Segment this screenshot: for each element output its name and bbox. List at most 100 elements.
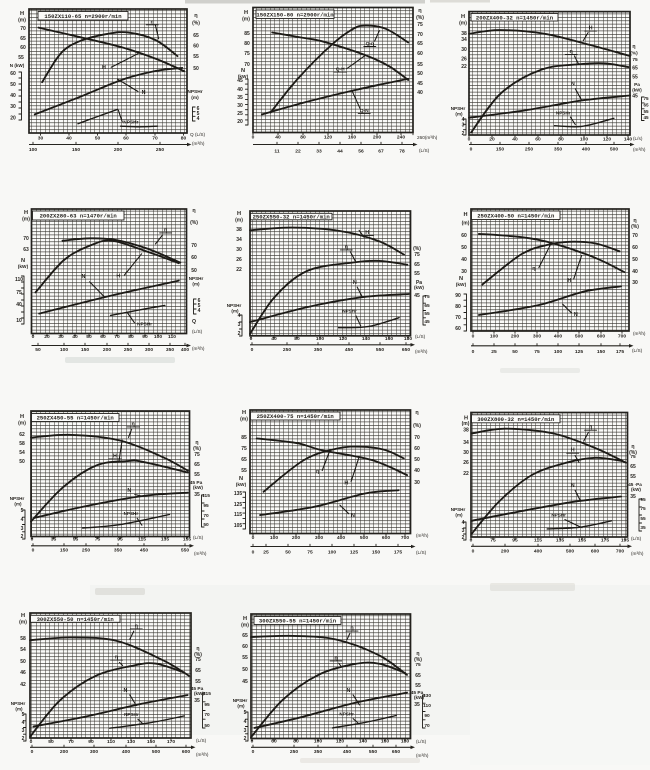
svg-text:30: 30 [461, 269, 467, 275]
svg-text:η: η [418, 8, 422, 14]
svg-text:2: 2 [21, 534, 24, 540]
svg-text:(m): (m) [231, 309, 239, 314]
svg-text:135: 135 [234, 491, 243, 497]
svg-text:78: 78 [399, 149, 405, 155]
svg-text:80: 80 [300, 135, 306, 141]
svg-text:4: 4 [198, 308, 201, 314]
svg-text:150: 150 [60, 548, 68, 554]
svg-text:100: 100 [60, 347, 68, 353]
svg-text:30: 30 [38, 136, 44, 142]
svg-text:35: 35 [640, 525, 646, 531]
svg-text:(m): (m) [192, 282, 200, 287]
svg-text:60: 60 [10, 71, 16, 77]
svg-text:45: 45 [414, 293, 420, 299]
svg-text:(m³/h): (m³/h) [415, 349, 428, 354]
svg-text:30: 30 [58, 334, 64, 340]
svg-text:30: 30 [414, 480, 420, 486]
svg-text:115: 115 [138, 536, 146, 542]
svg-text:115: 115 [534, 538, 542, 544]
svg-text:NPSHr: NPSHr [10, 496, 25, 501]
svg-text:(kW): (kW) [456, 282, 467, 288]
svg-text:200: 200 [114, 147, 122, 153]
svg-text:H: H [242, 410, 246, 416]
svg-text:200ZX280-63 n=1470r/min: 200ZX280-63 n=1470r/min [40, 213, 118, 220]
svg-text:75: 75 [16, 290, 22, 296]
svg-text:N: N [459, 276, 463, 282]
svg-text:45 Pa: 45 Pa [190, 480, 203, 486]
svg-text:75: 75 [417, 22, 423, 28]
svg-text:N (kW): N (kW) [10, 63, 25, 68]
svg-text:400: 400 [534, 549, 542, 555]
svg-text:100: 100 [270, 535, 278, 541]
svg-text:150: 150 [72, 147, 80, 153]
svg-text:50: 50 [285, 550, 291, 556]
svg-text:(m): (m) [240, 417, 248, 423]
svg-text:54: 54 [19, 450, 25, 456]
svg-text:(m³/h): (m³/h) [192, 141, 205, 146]
svg-text:H: H [589, 26, 593, 32]
svg-text:H: H [461, 14, 465, 20]
svg-text:90: 90 [424, 713, 430, 719]
svg-text:80: 80 [128, 334, 134, 340]
svg-text:110: 110 [107, 739, 115, 745]
svg-text:η: η [194, 13, 198, 19]
svg-text:3: 3 [244, 728, 247, 734]
svg-text:60: 60 [242, 644, 248, 650]
svg-text:55: 55 [414, 271, 420, 277]
svg-text:(L/S): (L/S) [416, 739, 427, 744]
svg-text:H: H [20, 11, 24, 17]
svg-text:65: 65 [241, 457, 247, 463]
svg-text:0: 0 [250, 336, 253, 342]
svg-text:70: 70 [114, 334, 120, 340]
svg-text:250: 250 [525, 147, 533, 153]
svg-text:55: 55 [73, 536, 79, 542]
svg-text:200: 200 [511, 334, 519, 340]
svg-text:34: 34 [236, 237, 242, 243]
svg-text:260(m³/h): 260(m³/h) [417, 135, 438, 140]
svg-text:N: N [81, 274, 85, 280]
svg-text:500: 500 [566, 549, 574, 555]
svg-text:26: 26 [461, 57, 467, 63]
svg-text:90: 90 [455, 293, 461, 299]
svg-text:(m³/h): (m³/h) [633, 331, 646, 336]
svg-text:58: 58 [20, 636, 26, 642]
svg-text:25: 25 [237, 111, 243, 117]
svg-text:(L/S): (L/S) [196, 738, 207, 743]
svg-text:80: 80 [558, 137, 564, 143]
svg-text:55: 55 [424, 311, 430, 317]
svg-text:40: 40 [275, 135, 281, 141]
svg-text:55: 55 [194, 472, 200, 478]
svg-text:N: N [571, 483, 575, 489]
svg-text:45: 45 [237, 78, 243, 84]
svg-text:Pa: Pa [416, 280, 422, 286]
svg-text:75: 75 [241, 446, 247, 452]
svg-text:6: 6 [198, 298, 201, 304]
svg-text:250ZX550-32 n=1450r/min: 250ZX550-32 n=1450r/min [253, 214, 331, 221]
svg-text:N: N [124, 688, 128, 694]
svg-text:(L/S): (L/S) [192, 329, 203, 334]
svg-text:135: 135 [161, 536, 169, 542]
svg-text:120: 120 [336, 739, 344, 745]
svg-text:200: 200 [373, 135, 381, 141]
svg-text:80: 80 [294, 336, 300, 342]
svg-text:NPSHr: NPSHr [451, 507, 466, 512]
svg-text:η: η [115, 655, 118, 661]
svg-text:350: 350 [114, 548, 122, 554]
svg-text:75: 75 [630, 454, 636, 460]
svg-text:22: 22 [236, 267, 242, 273]
svg-text:65: 65 [20, 36, 26, 42]
svg-text:350: 350 [314, 347, 322, 353]
svg-text:40: 40 [10, 93, 16, 99]
svg-text:(m): (m) [242, 17, 250, 23]
svg-text:70: 70 [152, 136, 158, 142]
svg-text:H: H [21, 613, 25, 619]
svg-text:65: 65 [424, 303, 430, 309]
svg-text:80: 80 [293, 739, 299, 745]
svg-text:150: 150 [81, 347, 89, 353]
svg-text:100: 100 [314, 739, 322, 745]
svg-text:(m): (m) [19, 620, 27, 626]
svg-text:(m): (m) [18, 421, 26, 427]
svg-text:H: H [244, 10, 248, 16]
svg-text:45: 45 [417, 81, 423, 87]
svg-text:(m): (m) [14, 502, 22, 507]
